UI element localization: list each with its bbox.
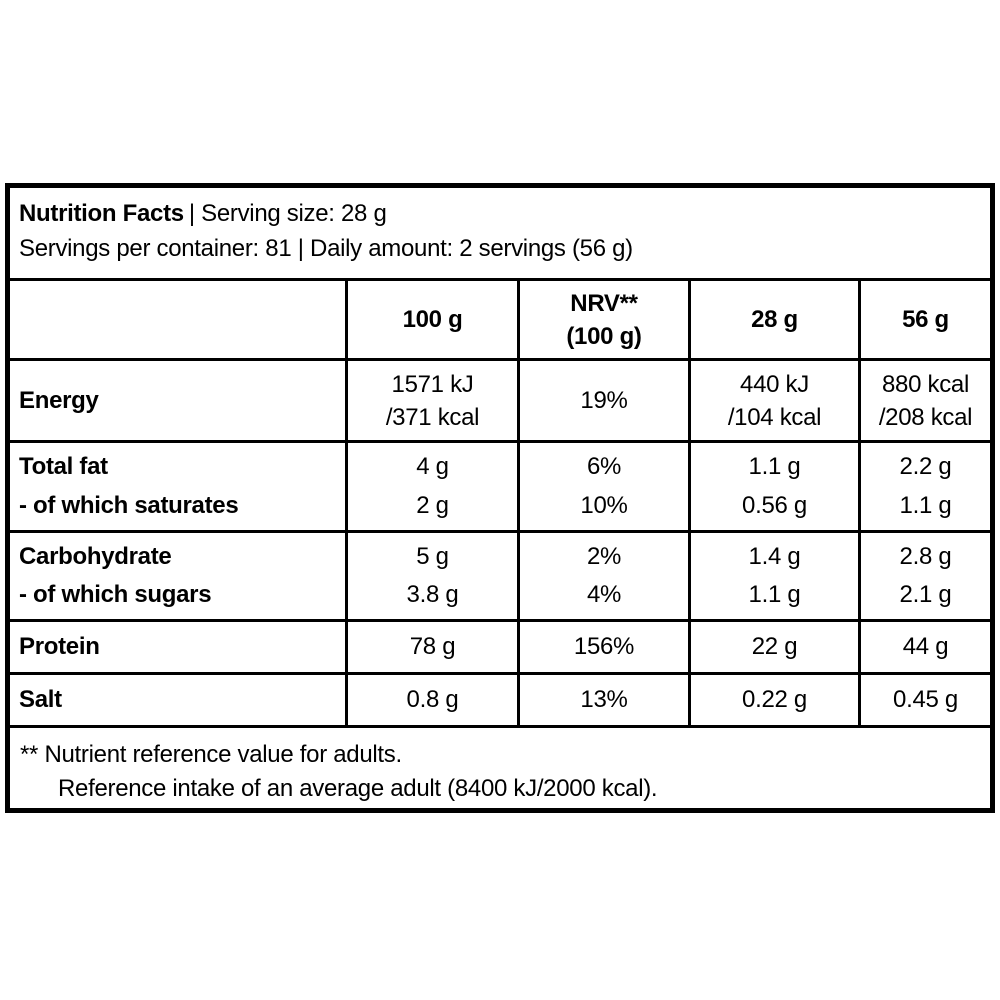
salt-nrv: 13%	[517, 675, 688, 725]
energy-per-28g: 440 kJ /104 kcal	[688, 361, 858, 440]
column-header-empty	[10, 281, 345, 358]
protein-per-100g: 78 g	[345, 622, 517, 672]
column-header-row: 100 g NRV** (100 g) 28 g 56 g	[10, 281, 990, 361]
row-carbohydrate: Carbohydrate - of which sugars 5 g 3.8 g…	[10, 533, 990, 622]
nrv-header-line2: (100 g)	[566, 322, 642, 350]
saturates-per-28g: 0.56 g	[742, 492, 807, 519]
header-line1: Nutrition Facts | Serving size: 28 g	[19, 196, 980, 231]
total-fat-per-28g: 1.1 g	[748, 453, 801, 480]
column-header-56g: 56 g	[858, 281, 990, 358]
fat-labels: Total fat - of which saturates	[10, 443, 345, 530]
carbohydrate-per-100g: 5 g	[416, 542, 449, 570]
energy-per-100g-kj: 1571 kJ	[391, 370, 474, 398]
carbohydrate-per-28g: 1.4 g	[748, 542, 801, 570]
saturates-per-56g: 1.1 g	[899, 492, 952, 519]
sugars-per-28g: 1.1 g	[748, 581, 801, 609]
sugars-nrv: 4%	[586, 581, 622, 609]
nrv-header-line1: NRV**	[570, 289, 638, 317]
footnote-line1: ** Nutrient reference value for adults.	[20, 738, 980, 772]
total-fat-per-56g: 2.2 g	[899, 453, 952, 480]
nutrition-facts-title: Nutrition Facts	[19, 200, 184, 227]
row-protein: Protein 78 g 156% 22 g 44 g	[10, 622, 990, 675]
footnote: ** Nutrient reference value for adults. …	[10, 728, 990, 808]
energy-per-56g-line1: 880 kcal	[882, 370, 969, 398]
protein-per-56g: 44 g	[858, 622, 990, 672]
protein-per-28g: 22 g	[688, 622, 858, 672]
column-header-100g: 100 g	[345, 281, 517, 358]
carb-per-100g: 5 g 3.8 g	[345, 533, 517, 619]
energy-nrv: 19%	[517, 361, 688, 440]
row-energy: Energy 1571 kJ /371 kcal 19% 440 kJ /104…	[10, 361, 990, 443]
row-salt: Salt 0.8 g 13% 0.22 g 0.45 g	[10, 675, 990, 728]
energy-per-100g: 1571 kJ /371 kcal	[345, 361, 517, 440]
column-header-nrv: NRV** (100 g)	[517, 281, 688, 358]
footnote-line1-text: Nutrient reference value for adults.	[44, 741, 402, 768]
salt-per-28g: 0.22 g	[688, 675, 858, 725]
footnote-marker: **	[20, 741, 39, 768]
total-fat-label: Total fat	[19, 453, 108, 480]
total-fat-nrv: 6%	[586, 453, 622, 480]
salt-per-56g: 0.45 g	[858, 675, 990, 725]
fat-per-100g: 4 g 2 g	[345, 443, 517, 530]
energy-per-100g-kcal: /371 kcal	[385, 403, 480, 431]
row-total-fat: Total fat - of which saturates 4 g 2 g 6…	[10, 443, 990, 533]
salt-label: Salt	[19, 686, 62, 713]
carb-per-56g: 2.8 g 2.1 g	[858, 533, 990, 619]
carbohydrate-label: Carbohydrate	[19, 542, 172, 570]
sugars-per-56g: 2.1 g	[899, 581, 952, 609]
saturates-nrv: 10%	[580, 492, 628, 519]
carbohydrate-nrv: 2%	[586, 542, 622, 570]
carb-nrv: 2% 4%	[517, 533, 688, 619]
sugars-per-100g: 3.8 g	[406, 581, 459, 609]
carb-labels: Carbohydrate - of which sugars	[10, 533, 345, 619]
saturates-per-100g: 2 g	[416, 492, 449, 519]
servings-info-text: Servings per container: 81 | Daily amoun…	[19, 235, 633, 262]
serving-size-text: | Serving size: 28 g	[188, 200, 387, 227]
energy-per-28g-kcal: /104 kcal	[727, 403, 822, 431]
label-header: Nutrition Facts | Serving size: 28 g Serv…	[10, 188, 990, 281]
protein-nrv: 156%	[517, 622, 688, 672]
total-fat-per-100g: 4 g	[416, 453, 449, 480]
sugars-label: - of which sugars	[19, 581, 212, 609]
energy-per-56g: 880 kcal /208 kcal	[858, 361, 990, 440]
energy-label: Energy	[19, 386, 99, 414]
energy-per-28g-kj: 440 kJ	[740, 370, 809, 398]
nutrition-facts-table: Nutrition Facts | Serving size: 28 g Serv…	[5, 183, 995, 813]
fat-nrv: 6% 10%	[517, 443, 688, 530]
saturates-label: - of which saturates	[19, 492, 239, 519]
salt-per-100g: 0.8 g	[345, 675, 517, 725]
fat-per-28g: 1.1 g 0.56 g	[688, 443, 858, 530]
fat-per-56g: 2.2 g 1.1 g	[858, 443, 990, 530]
column-header-28g: 28 g	[688, 281, 858, 358]
carbohydrate-per-56g: 2.8 g	[899, 542, 952, 570]
energy-per-56g-line2: /208 kcal	[878, 403, 973, 431]
carb-per-28g: 1.4 g 1.1 g	[688, 533, 858, 619]
protein-label: Protein	[19, 633, 100, 660]
footnote-line2-text: Reference intake of an average adult (84…	[58, 775, 658, 802]
